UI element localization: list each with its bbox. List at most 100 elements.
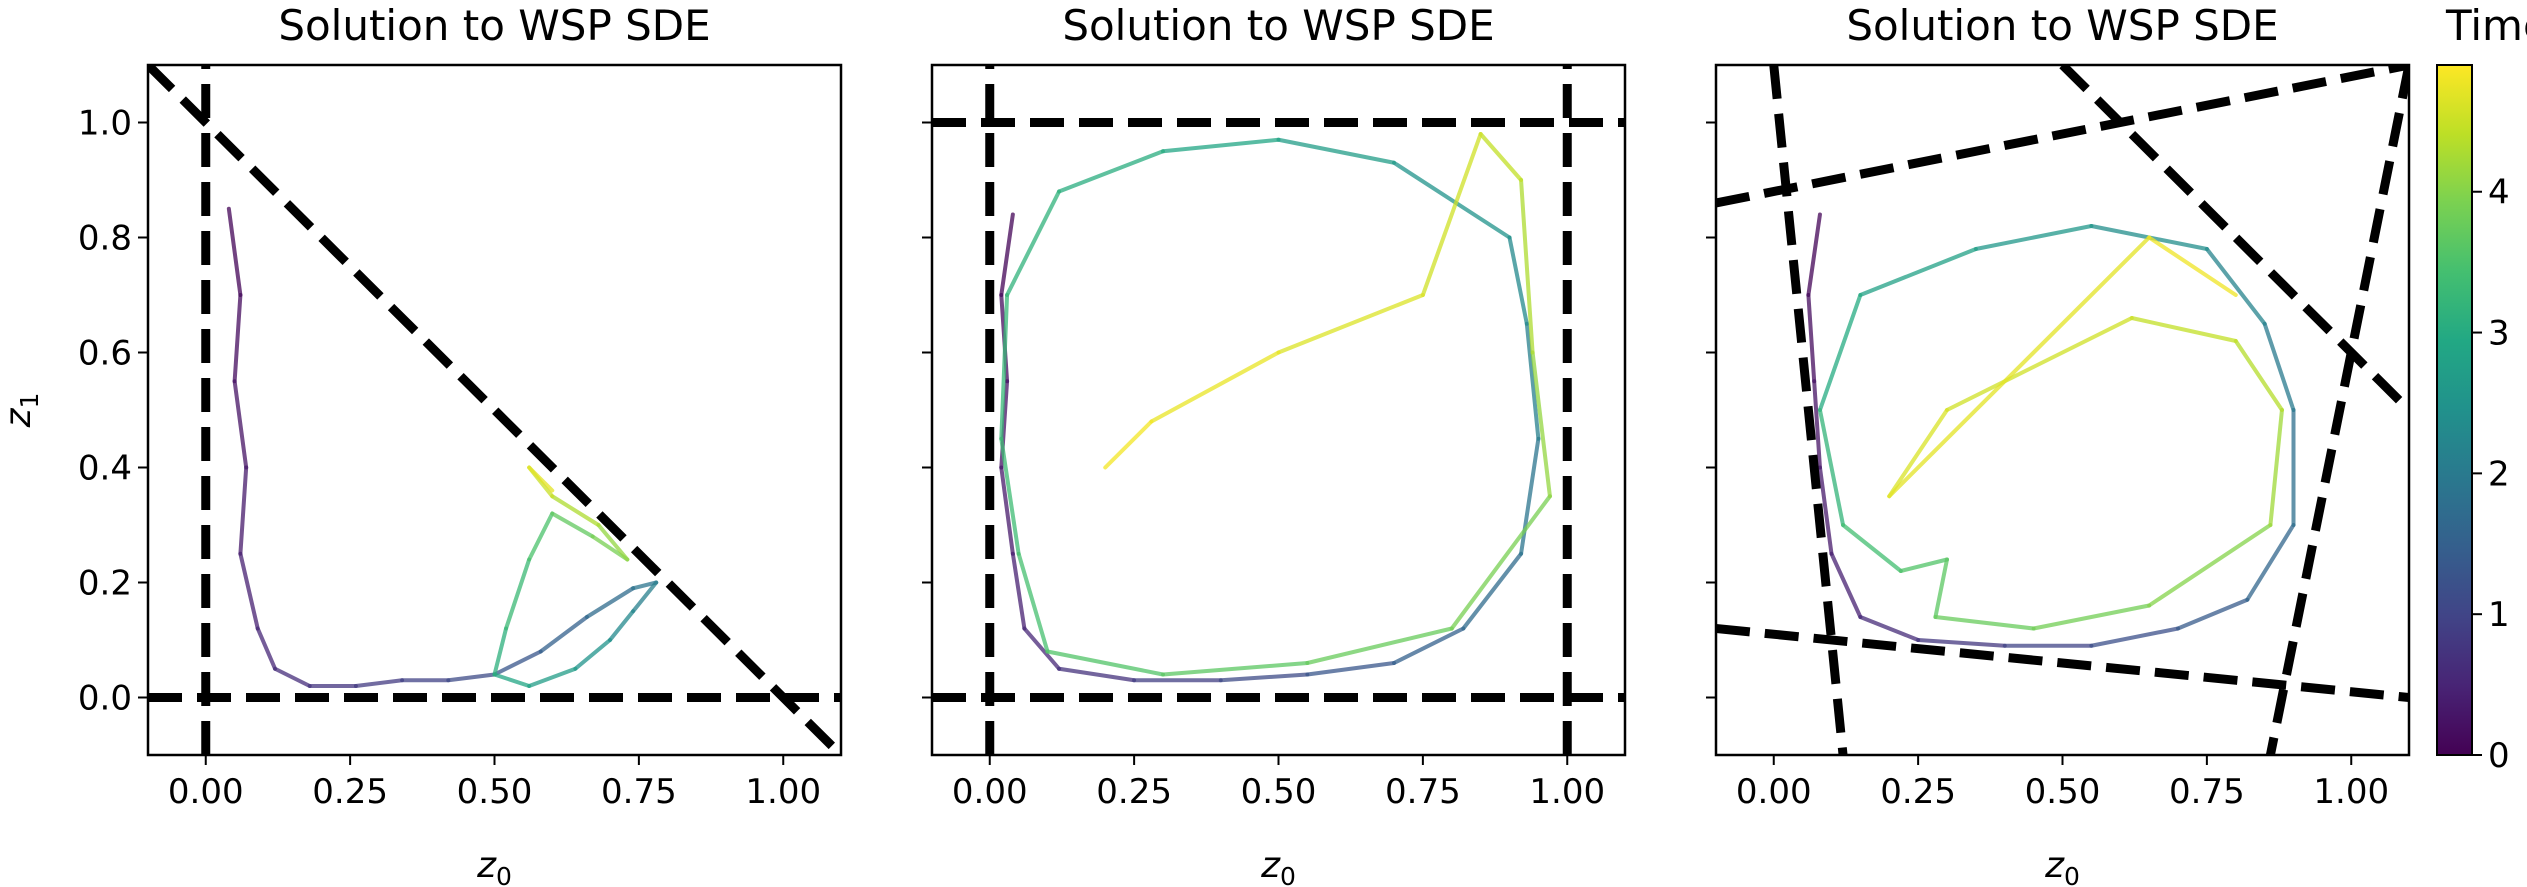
trajectory-segment [527, 511, 555, 562]
trajectory-segment [1519, 178, 1535, 355]
colorbar-tick-label: 3 [2488, 314, 2510, 354]
trajectory-segment [446, 672, 497, 683]
trajectory-segment [1858, 615, 1921, 642]
trajectory-segment [1022, 626, 1062, 671]
trajectory-segment [492, 672, 532, 688]
trajectory-segment [2147, 523, 2273, 608]
trajectory-segment [255, 626, 278, 671]
panel-1-boundaries [148, 65, 841, 755]
trajectory-segment [2147, 235, 2238, 297]
trajectory-segment [1524, 321, 1541, 441]
colorbar-tick-label: 4 [2488, 173, 2510, 213]
trajectory-segment [1916, 638, 2007, 648]
trajectory-segment [1057, 666, 1137, 683]
x-tick-label: 0.25 [1096, 772, 1172, 812]
trajectory-segment [1057, 149, 1165, 194]
trajectory-segment [999, 293, 1010, 441]
trajectory-segment [1806, 212, 1822, 297]
trajectory-segment [550, 494, 601, 527]
panel-3-title: Solution to WSP SDE [1846, 1, 2278, 50]
trajectory-segment [1887, 235, 2152, 499]
panel-2-yticks [922, 121, 932, 699]
trajectory-segment [1276, 293, 1425, 355]
trajectory-segment [999, 436, 1021, 556]
trajectory-segment [353, 678, 405, 688]
trajectory-segment [1305, 661, 1396, 677]
trajectory-segment [1016, 551, 1050, 654]
panel-1-y-axis-label: z1 [0, 393, 44, 429]
x-tick-label: 0.50 [2025, 772, 2101, 812]
y-tick-label: 0.4 [78, 449, 132, 489]
colorbar-gradient [2436, 64, 2473, 756]
trajectory-segment [1973, 224, 2094, 251]
trajectory-segment [1887, 408, 1949, 499]
colorbar-tick-label: 1 [2488, 595, 2510, 635]
x-tick-label: 0.00 [1736, 772, 1812, 812]
trajectory-segment [1933, 615, 2036, 631]
trajectory-segment [226, 206, 243, 297]
trajectory-segment [573, 638, 612, 671]
trajectory-segment [1841, 523, 1903, 573]
trajectory-segment [550, 511, 595, 539]
trajectory-segment [999, 465, 1015, 556]
trajectory-segment [1933, 557, 1949, 619]
x-tick-label: 0.50 [1241, 772, 1317, 812]
trajectory-segment [2233, 339, 2284, 412]
trajectory-segment [1806, 293, 1817, 384]
panel-1-title: Solution to WSP SDE [278, 1, 710, 50]
x-tick-label: 0.25 [312, 772, 388, 812]
trajectory-segment [2031, 603, 2152, 631]
trajectory-segment [1045, 649, 1165, 677]
panel-2-title: Solution to WSP SDE [1062, 1, 1494, 50]
trajectory-segment [2268, 408, 2284, 527]
y-tick-label: 0.8 [78, 219, 132, 259]
trajectory-segment [2176, 597, 2250, 631]
trajectory-segment [1218, 672, 1310, 683]
trajectory-segment [1461, 551, 1524, 631]
panel-3-yticks [1706, 121, 1716, 699]
x-tick-label: 0.75 [2169, 772, 2245, 812]
colorbar-tick-label: 0 [2488, 736, 2510, 776]
trajectory-segment [1945, 316, 2134, 412]
boundary-line [1769, 65, 1848, 755]
trajectory-segment [1519, 436, 1541, 556]
colorbar-tick-label: 2 [2488, 454, 2510, 494]
trajectory-segment [504, 557, 532, 631]
trajectory-segment [1392, 160, 1512, 240]
trajectory-segment [1817, 408, 1846, 527]
trajectory-segment [1161, 661, 1310, 677]
trajectory-segment [1829, 551, 1863, 619]
trajectory-segment [2089, 626, 2180, 648]
trajectory-segment [596, 523, 630, 562]
panel-3-xticks: 0.00 0.25 0.50 0.75 1.00 [1736, 755, 2389, 812]
trajectory-segment [1449, 494, 1552, 631]
panel-3-x-axis-label: z0 [2044, 845, 2080, 887]
trajectory-segment [1812, 379, 1822, 470]
panel-1-xticks: 0.00 0.25 0.50 0.75 1.00 [168, 755, 821, 812]
panel-1-x-axis-label: z0 [476, 845, 512, 887]
trajectory-segment [238, 551, 260, 631]
trajectory-segment [1010, 551, 1027, 631]
trajectory-segment [1898, 557, 1949, 573]
trajectory-segment [631, 580, 659, 614]
trajectory-segment [1507, 235, 1529, 326]
panel-2: 0.00 0.25 0.50 0.75 1.00 Solution to WSP SDE… [922, 1, 1627, 887]
panel-2-xticks: 0.00 0.25 0.50 0.75 1.00 [952, 755, 1605, 812]
trajectory-segment [2204, 247, 2267, 326]
boundary-line [2265, 65, 2409, 755]
panel-1-trajectory [226, 206, 659, 688]
y-tick-label: 0.0 [78, 679, 132, 719]
trajectory-segment [273, 666, 312, 688]
trajectory-segment [527, 666, 578, 688]
trajectory-segment [1530, 350, 1552, 499]
colorbar-ticks: 0 1 2 3 4 [2472, 173, 2510, 776]
x-tick-label: 0.00 [168, 772, 244, 812]
panel-2-x-axis-label: z0 [1260, 845, 1296, 887]
trajectory-segment [492, 649, 543, 677]
panel-3: 0.00 0.25 0.50 0.75 1.00 Solution to WSP SDE… [1706, 1, 2411, 887]
trajectory-segment [1392, 626, 1466, 665]
panel-2-frame [930, 63, 1627, 757]
trajectory-segment [1478, 132, 1524, 182]
colorbar: Time 0 1 2 3 4 [2436, 1, 2527, 776]
